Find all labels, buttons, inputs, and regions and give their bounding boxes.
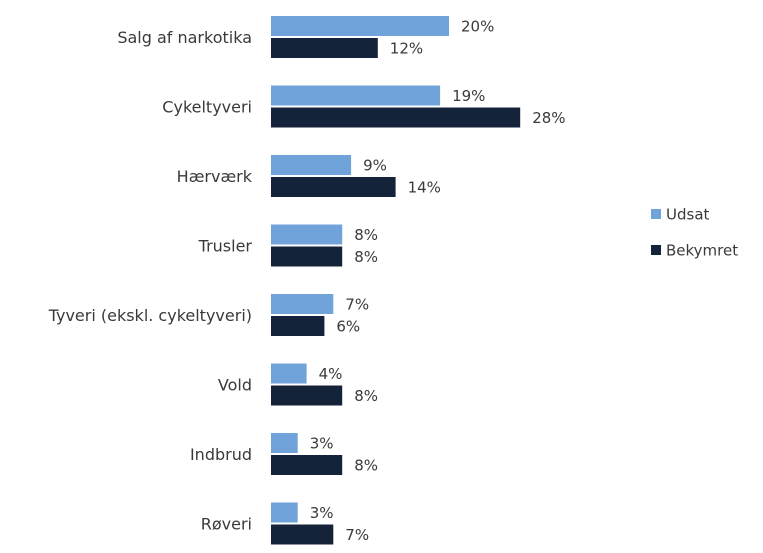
value-label: 19%	[452, 87, 485, 105]
legend-swatch-udsat	[651, 209, 661, 219]
value-label: 7%	[345, 296, 369, 314]
bar-bekymret	[271, 524, 334, 545]
value-label: 12%	[390, 40, 423, 58]
bar-bekymret	[271, 177, 396, 197]
bar-bekymret	[271, 385, 343, 406]
bar-udsat	[271, 502, 298, 523]
bar-udsat	[271, 85, 441, 106]
bar-udsat	[271, 433, 298, 453]
bars-group	[271, 16, 521, 545]
value-label: 20%	[461, 18, 494, 36]
value-label: 28%	[532, 109, 565, 127]
value-label: 8%	[354, 226, 378, 244]
value-label: 8%	[354, 248, 378, 266]
value-label: 8%	[354, 387, 378, 405]
value-label: 9%	[363, 157, 387, 175]
value-label: 4%	[319, 365, 343, 383]
bar-udsat	[271, 224, 343, 245]
value-label: 7%	[345, 526, 369, 544]
category-label: Røveri	[201, 515, 252, 534]
category-label: Cykeltyveri	[162, 98, 252, 117]
bar-udsat	[271, 294, 334, 314]
bar-udsat	[271, 155, 352, 175]
category-label: Salg af narkotika	[117, 28, 252, 47]
bar-bekymret	[271, 38, 378, 58]
value-label: 6%	[336, 318, 360, 336]
legend-swatch-bekymret	[651, 245, 661, 255]
category-label: Tyveri (ekskl. cykeltyveri)	[48, 306, 252, 325]
value-labels-group: 20% 12% 19% 28% 9% 14% 8% 8% 7% 6% 4% 8% 3% 8% 3% 7%	[310, 18, 566, 545]
bar-udsat	[271, 363, 307, 384]
value-label: 8%	[354, 457, 378, 475]
category-labels-group: Salg af narkotika Cykeltyveri Hærværk Trusl…	[48, 28, 253, 534]
category-label: Indbrud	[190, 445, 252, 464]
value-label: 14%	[408, 179, 441, 197]
bar-udsat	[271, 16, 449, 36]
bar-bekymret	[271, 246, 343, 267]
bar-bekymret	[271, 316, 325, 336]
bar-bekymret	[271, 455, 343, 475]
legend: Udsat Bekymret	[651, 206, 738, 260]
legend-label: Bekymret	[666, 242, 738, 260]
bar-bekymret	[271, 107, 521, 128]
value-label: 3%	[310, 435, 334, 453]
category-label: Hærværk	[177, 167, 253, 186]
category-label: Vold	[218, 376, 252, 395]
category-label: Trusler	[198, 237, 253, 256]
legend-label: Udsat	[666, 206, 710, 224]
value-label: 3%	[310, 504, 334, 522]
